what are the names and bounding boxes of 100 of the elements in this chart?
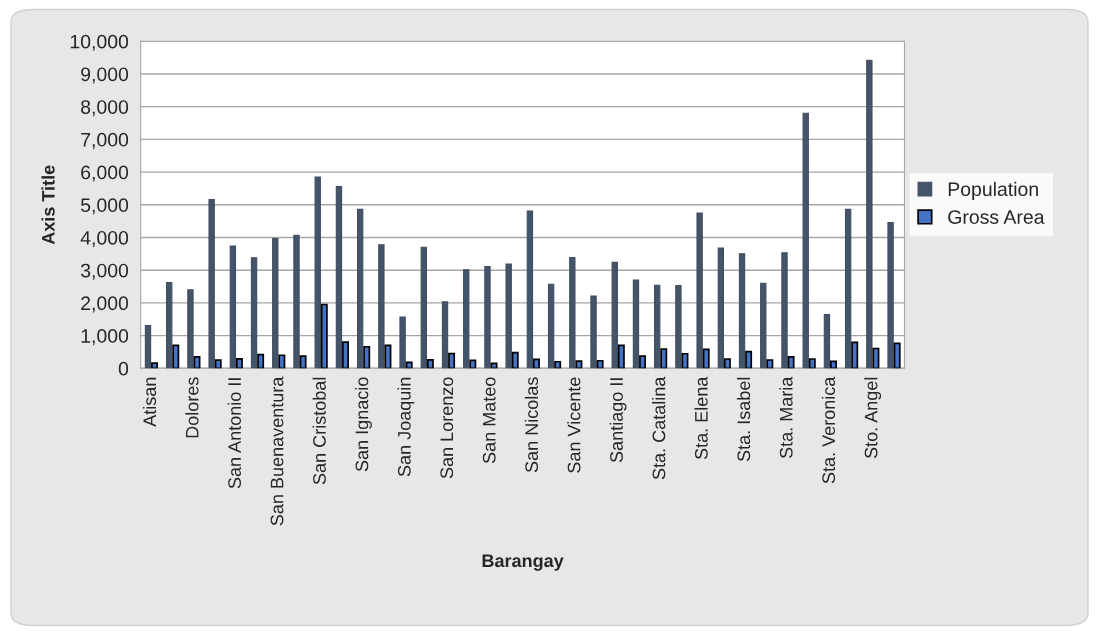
bar — [448, 352, 456, 369]
bar — [802, 112, 809, 369]
bar — [208, 199, 215, 369]
x-tick-label: Sto. Angel — [864, 377, 882, 459]
y-tick-label: 2,000 — [81, 296, 129, 313]
bar — [554, 360, 562, 369]
bar — [257, 353, 265, 369]
bar — [632, 279, 640, 369]
bar — [781, 252, 788, 369]
bar — [702, 348, 710, 369]
bar — [399, 316, 406, 369]
bar — [490, 362, 498, 369]
bar — [569, 256, 576, 369]
bar — [384, 344, 392, 369]
bar — [214, 359, 222, 369]
x-tick-label: San Vicente — [567, 377, 581, 473]
bar — [526, 210, 534, 369]
bar — [420, 246, 427, 369]
bar — [547, 283, 555, 369]
bar — [293, 234, 300, 369]
x-tick-label: San Lorenzo — [440, 377, 454, 479]
x-tick-label: Atisan — [142, 377, 157, 427]
bar — [738, 253, 746, 369]
bar — [611, 261, 618, 369]
bar — [808, 358, 816, 369]
bar — [717, 247, 725, 369]
bar — [426, 358, 434, 369]
x-tick-label: San Ignacio — [355, 377, 372, 472]
x-tick-label: Sta. Veronica — [821, 376, 836, 484]
bar — [278, 354, 286, 369]
bar — [363, 345, 371, 369]
bar — [250, 257, 258, 369]
bar — [872, 347, 880, 369]
x-tick-label: Dolores — [185, 377, 199, 438]
bar — [356, 208, 364, 369]
x-tick-label: San Mateo — [482, 377, 496, 464]
bar — [463, 269, 470, 369]
y-tick-label: 8,000 — [81, 100, 129, 117]
x-tick-label: Sta. Elena — [694, 376, 708, 460]
bar — [675, 285, 682, 369]
bar — [335, 185, 343, 369]
bar — [696, 212, 703, 369]
bar — [342, 341, 349, 369]
y-tick-label: 0 — [118, 361, 129, 376]
bar — [511, 351, 519, 369]
bar — [505, 263, 512, 369]
bar — [654, 284, 661, 369]
x-tick-label: San Nicolas — [524, 377, 539, 473]
y-tick-label: 4,000 — [80, 230, 129, 248]
y-tick-label: 9,000 — [81, 67, 129, 84]
bar — [187, 289, 194, 369]
bar — [639, 355, 647, 369]
bar — [299, 355, 307, 369]
bar — [405, 361, 413, 369]
x-axis-title: Barangay — [482, 554, 564, 571]
bar — [320, 303, 328, 369]
y-tick-label: 6,000 — [81, 165, 129, 182]
y-tick-label: 5,000 — [80, 198, 129, 215]
y-tick-label: 3,000 — [80, 263, 129, 280]
x-tick-label: San Antonio II — [227, 378, 241, 489]
x-tick-label: San Cristobal — [312, 377, 326, 485]
bar — [229, 245, 237, 369]
bar — [596, 359, 604, 369]
bar — [235, 357, 243, 369]
y-tick-label: 1,000 — [81, 329, 129, 346]
bar — [760, 282, 767, 369]
bar — [469, 359, 477, 369]
x-tick-label: Sta. Catalina — [652, 376, 666, 480]
bar — [166, 282, 173, 369]
y-tick-label: 7,000 — [81, 132, 129, 149]
bar — [378, 244, 385, 369]
bar — [723, 358, 731, 369]
bar — [314, 176, 321, 369]
bar — [590, 295, 597, 369]
bar — [851, 341, 859, 369]
bar — [272, 237, 279, 369]
bar — [830, 360, 837, 369]
bar — [823, 314, 831, 369]
bar — [533, 358, 540, 369]
legend-label: Gross Area — [948, 210, 1045, 224]
x-tick-label: Sta. Maria — [779, 376, 793, 459]
bar — [617, 344, 625, 369]
x-tick-label: San Joaquin — [397, 377, 415, 477]
bar — [660, 348, 668, 369]
bar — [844, 208, 852, 369]
bar — [575, 360, 583, 369]
bar — [484, 266, 491, 369]
bar — [787, 356, 795, 369]
bar — [766, 359, 774, 369]
x-tick-label: Santiago II — [609, 378, 627, 463]
bar — [887, 221, 894, 369]
bar — [441, 301, 449, 369]
bar — [893, 342, 901, 369]
bar — [172, 344, 180, 369]
bar — [866, 59, 873, 369]
y-axis-title: Axis Title — [41, 165, 55, 245]
bar — [151, 362, 159, 369]
y-tick-label: 10,000 — [70, 34, 129, 51]
x-tick-label: Sta. Isabel — [736, 377, 751, 462]
bar — [745, 350, 753, 369]
